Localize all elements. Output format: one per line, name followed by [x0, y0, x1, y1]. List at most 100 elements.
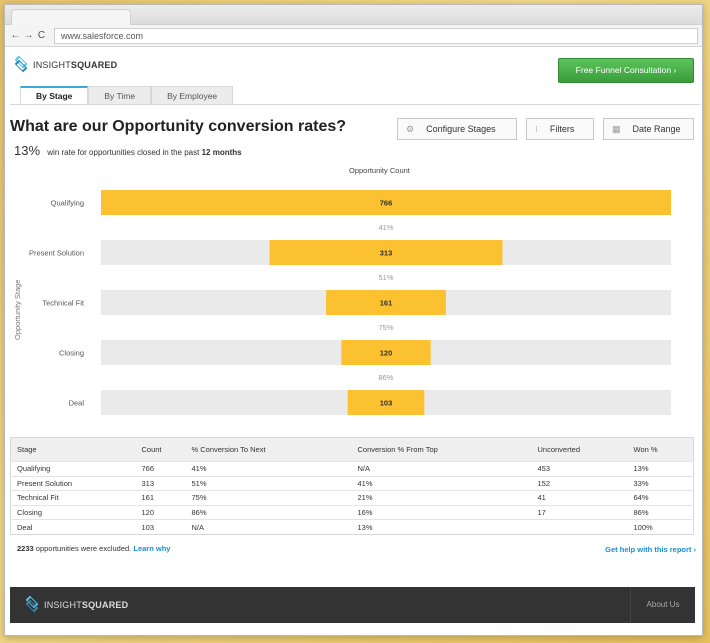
- cell-count: 161: [135, 490, 186, 506]
- cell-won: 33%: [627, 475, 694, 491]
- win-rate-value: 13%: [14, 143, 41, 158]
- table-row: Deal 103 N/A 13% 100%: [10, 519, 694, 535]
- cell-conversion-top: 13%: [351, 519, 532, 535]
- cell-won: 64%: [627, 490, 694, 506]
- bar-value-label: 161: [380, 299, 393, 308]
- table-header-row: Stage Count % Conversion To Next Convers…: [10, 437, 694, 462]
- conversion-rate-label: 75%: [378, 323, 393, 332]
- browser-tab[interactable]: [11, 9, 131, 25]
- browser-titlebar: [5, 5, 702, 25]
- cell-unconverted: [531, 519, 628, 535]
- conversion-table: Stage Count % Conversion To Next Convers…: [10, 437, 694, 535]
- table-row: Technical Fit 161 75% 21% 41 64%: [10, 490, 694, 506]
- filters-button[interactable]: ⁝ Filters: [526, 118, 594, 140]
- win-rate-text: win rate for opportunities closed in the…: [47, 148, 200, 157]
- funnel-bar: [269, 240, 503, 265]
- cell-unconverted: 453: [531, 461, 628, 477]
- bar-value-label: 120: [380, 349, 393, 358]
- cell-conversion-next: 51%: [185, 475, 352, 491]
- funnel-bar: [341, 340, 431, 365]
- excluded-note: 2233 opportunities were excluded. Learn …: [17, 544, 170, 553]
- free-funnel-consultation-button[interactable]: Free Funnel Consultation ›: [558, 58, 694, 83]
- date-range-button[interactable]: ▦ Date Range: [603, 118, 694, 140]
- page-title: What are our Opportunity conversion rate…: [10, 118, 347, 135]
- conversion-rate-label: 51%: [378, 273, 393, 282]
- header-count[interactable]: Count: [141, 445, 162, 454]
- cell-won: 86%: [627, 504, 694, 520]
- reload-icon[interactable]: C: [37, 30, 46, 41]
- cell-stage: Deal: [10, 519, 136, 535]
- cell-conversion-top: 16%: [351, 504, 532, 520]
- logo-text: INSIGHTSQUARED: [44, 600, 129, 610]
- cell-count: 120: [135, 504, 186, 520]
- bar-value-label: 766: [380, 199, 393, 208]
- funnel-bar: [101, 190, 671, 215]
- footer-logo[interactable]: INSIGHTSQUARED: [24, 595, 129, 613]
- bar-value-label: 103: [380, 399, 393, 408]
- excluded-text: opportunities were excluded.: [35, 544, 132, 553]
- tab-by-time[interactable]: By Time: [88, 86, 152, 104]
- header-conversion-top[interactable]: Conversion % From Top: [357, 445, 438, 454]
- cell-won: 100%: [627, 519, 694, 535]
- cell-stage: Technical Fit: [10, 490, 136, 506]
- tabs-divider: [10, 104, 700, 105]
- cell-conversion-next: N/A: [185, 519, 352, 535]
- cell-conversion-next: 41%: [185, 461, 352, 477]
- funnel-bar: [326, 290, 446, 315]
- conversion-rate-label: 86%: [378, 373, 393, 382]
- header-conversion-next[interactable]: % Conversion To Next: [191, 445, 266, 454]
- forward-icon[interactable]: →: [23, 30, 34, 41]
- tab-by-employee[interactable]: By Employee: [151, 86, 234, 104]
- header-unconverted[interactable]: Unconverted: [537, 445, 581, 454]
- conversion-rate-label: 41%: [378, 223, 393, 232]
- get-help-link[interactable]: Get help with this report ›: [605, 545, 696, 554]
- browser-address-bar: ← → C www.salesforce.com: [5, 25, 702, 47]
- cell-conversion-top: N/A: [351, 461, 532, 477]
- url-input[interactable]: www.salesforce.com: [54, 27, 698, 44]
- funnel-bar: [347, 390, 425, 415]
- table-row: Qualifying 766 41% N/A 453 13%: [10, 461, 694, 477]
- header-won[interactable]: Won %: [633, 445, 658, 454]
- gear-icon: ⚙: [406, 124, 415, 134]
- calendar-icon: ▦: [612, 124, 621, 134]
- stage-label: Present Solution: [29, 249, 84, 258]
- logo[interactable]: INSIGHTSQUARED: [13, 55, 118, 73]
- stage-label: Closing: [59, 349, 84, 358]
- cell-unconverted: 152: [531, 475, 628, 491]
- cell-count: 313: [135, 475, 186, 491]
- logo-icon: [24, 595, 40, 613]
- stage-label: Technical Fit: [42, 299, 85, 308]
- cell-stage: Closing: [10, 504, 136, 520]
- report-tabs: By Stage By Time By Employee: [20, 86, 234, 104]
- stage-label: Deal: [69, 399, 85, 408]
- win-rate-period: 12 months: [201, 148, 242, 157]
- funnel-chart: Qualifying 766 41% Present Solution 313 51% Te…: [29, 190, 671, 415]
- cell-conversion-top: 41%: [351, 475, 532, 491]
- cell-won: 13%: [627, 461, 694, 477]
- header-stage[interactable]: Stage: [17, 445, 37, 454]
- about-us-link[interactable]: About Us: [630, 587, 695, 623]
- cell-unconverted: 41: [531, 490, 628, 506]
- footer: INSIGHTSQUARED About Us: [10, 587, 695, 623]
- bar-value-label: 313: [380, 249, 393, 258]
- tab-by-stage[interactable]: By Stage: [20, 86, 89, 104]
- back-icon[interactable]: ←: [10, 30, 21, 41]
- cell-conversion-top: 21%: [351, 490, 532, 506]
- cell-count: 103: [135, 519, 186, 535]
- table-row: Closing 120 86% 16% 17 86%: [10, 504, 694, 520]
- cell-stage: Present Solution: [10, 475, 136, 491]
- win-rate-summary: 13% win rate for opportunities closed in…: [14, 143, 242, 158]
- cell-unconverted: 17: [531, 504, 628, 520]
- excluded-count: 2233: [17, 544, 34, 553]
- chart-title: Opportunity Count: [349, 166, 410, 175]
- cell-count: 766: [135, 461, 186, 477]
- cell-conversion-next: 75%: [185, 490, 352, 506]
- filter-icon: ⁝: [535, 124, 538, 134]
- learn-why-link[interactable]: Learn why: [133, 544, 171, 553]
- logo-text: INSIGHTSQUARED: [33, 60, 118, 70]
- app-header: INSIGHTSQUARED Free Funnel Consultation …: [5, 47, 702, 83]
- stage-label: Qualifying: [51, 199, 84, 208]
- configure-stages-button[interactable]: ⚙ Configure Stages: [397, 118, 517, 140]
- cell-stage: Qualifying: [10, 461, 136, 477]
- cell-conversion-next: 86%: [185, 504, 352, 520]
